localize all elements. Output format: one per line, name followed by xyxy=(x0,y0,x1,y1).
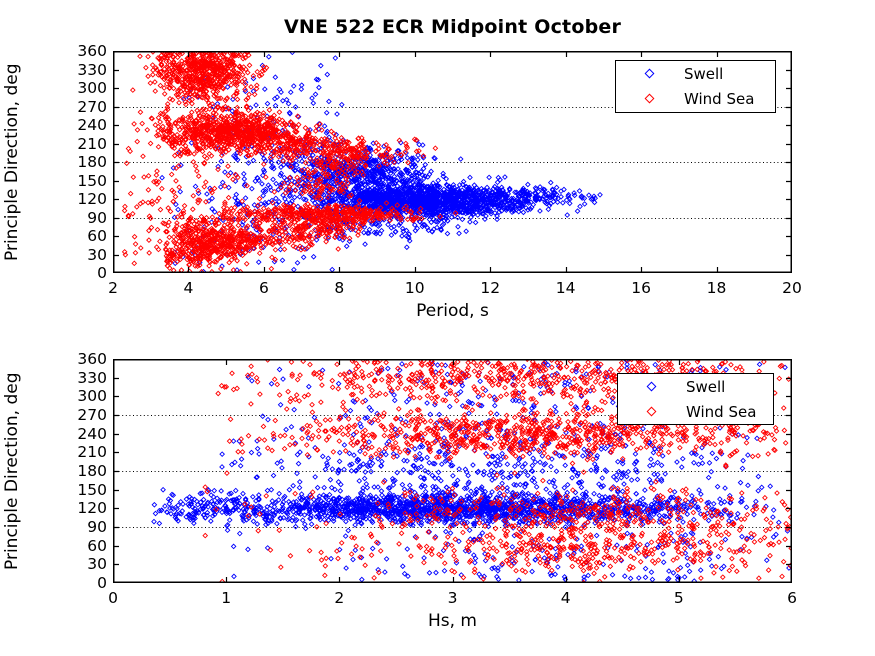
x-tick-label: 8 xyxy=(334,279,345,297)
y-tick-label: 360 xyxy=(77,350,107,368)
y-tick-label: 240 xyxy=(77,116,107,134)
chart-title: VNE 522 ECR Midpoint October xyxy=(283,16,622,38)
y-tick-label: 0 xyxy=(97,574,107,592)
legend-label-swell: Swell xyxy=(684,64,724,83)
x-tick-label: 5 xyxy=(673,589,684,607)
legend-item-swell: Swell xyxy=(616,61,775,86)
y-tick-label: 150 xyxy=(77,480,107,499)
x-tick-label: 16 xyxy=(631,279,651,297)
x-tick-label: 20 xyxy=(782,279,802,297)
y-tick-label: 270 xyxy=(77,406,107,424)
y-tick-label: 60 xyxy=(87,536,107,555)
x-tick-label: 6 xyxy=(787,589,797,607)
y-tick-label: 210 xyxy=(77,134,107,153)
hs-plot-xlabel: Hs, m xyxy=(427,611,477,631)
x-tick-label: 18 xyxy=(706,279,727,297)
y-tick-label: 30 xyxy=(87,245,107,264)
y-tick-label: 180 xyxy=(77,153,107,171)
x-tick-label: 10 xyxy=(404,279,425,297)
y-tick-label: 300 xyxy=(77,79,107,97)
y-tick-label: 120 xyxy=(77,499,107,518)
x-tick-label: 0 xyxy=(108,589,118,607)
swell-diamond-icon xyxy=(644,68,655,79)
legend-item-windsea: Wind Sea xyxy=(616,86,775,111)
x-tick-label: 2 xyxy=(334,589,345,607)
y-tick-label: 90 xyxy=(87,208,107,227)
y-tick-label: 0 xyxy=(97,264,107,282)
legend-label-swell: Swell xyxy=(686,377,726,396)
y-tick-label: 30 xyxy=(87,555,107,574)
y-tick-label: 330 xyxy=(77,368,107,387)
y-tick-label: 90 xyxy=(87,518,107,536)
y-tick-label: 150 xyxy=(77,171,107,190)
hs-legend: Swell Wind Sea xyxy=(617,373,774,425)
y-tick-label: 330 xyxy=(77,60,107,79)
y-tick-label: 360 xyxy=(77,42,107,60)
y-tick-label: 270 xyxy=(77,97,107,116)
period-plot-xlabel: Period, s xyxy=(416,301,489,321)
period-plot-ylabel: Principle Direction, deg xyxy=(2,63,22,261)
hs-plot-ylabel: Principle Direction, deg xyxy=(2,372,22,570)
legend-label-windsea: Wind Sea xyxy=(684,89,755,108)
x-tick-label: 3 xyxy=(447,589,458,607)
x-tick-label: 12 xyxy=(480,279,501,297)
x-tick-label: 4 xyxy=(183,279,194,297)
y-tick-label: 240 xyxy=(77,424,107,443)
x-tick-label: 2 xyxy=(108,279,118,297)
y-tick-label: 120 xyxy=(77,190,107,208)
x-tick-label: 4 xyxy=(560,589,571,607)
legend-item-windsea: Wind Sea xyxy=(618,399,773,424)
y-tick-label: 300 xyxy=(77,387,107,406)
swell-diamond-icon xyxy=(646,381,657,392)
x-tick-label: 1 xyxy=(221,589,232,607)
windsea-diamond-icon xyxy=(644,93,655,104)
y-tick-label: 210 xyxy=(77,443,107,462)
y-tick-label: 60 xyxy=(87,227,107,245)
windsea-diamond-icon xyxy=(646,406,657,417)
legend-item-swell: Swell xyxy=(618,374,773,399)
x-tick-label: 14 xyxy=(555,279,576,297)
x-tick-label: 6 xyxy=(258,279,269,297)
legend-label-windsea: Wind Sea xyxy=(686,402,757,421)
y-tick-label: 180 xyxy=(77,462,107,480)
period-legend: Swell Wind Sea xyxy=(615,60,776,113)
